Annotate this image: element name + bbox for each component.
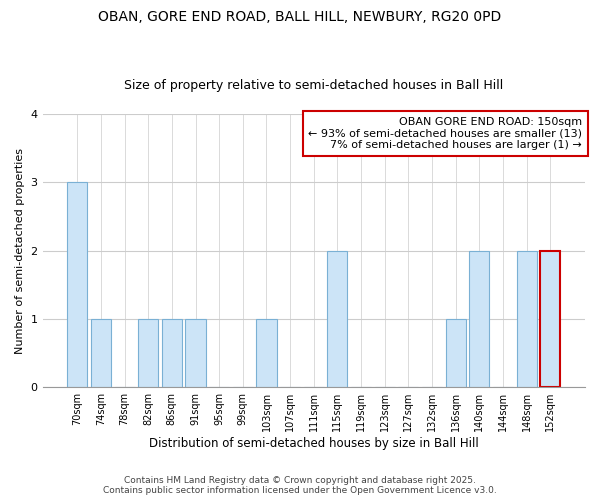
- Bar: [91, 319, 111, 387]
- Bar: [328, 250, 347, 387]
- Y-axis label: Number of semi-detached properties: Number of semi-detached properties: [15, 148, 25, 354]
- Bar: [138, 319, 158, 387]
- Bar: [185, 319, 206, 387]
- Bar: [446, 319, 466, 387]
- Bar: [256, 319, 277, 387]
- Bar: [469, 250, 490, 387]
- Bar: [67, 182, 88, 387]
- X-axis label: Distribution of semi-detached houses by size in Ball Hill: Distribution of semi-detached houses by …: [149, 437, 479, 450]
- Text: OBAN GORE END ROAD: 150sqm
← 93% of semi-detached houses are smaller (13)
7% of : OBAN GORE END ROAD: 150sqm ← 93% of semi…: [308, 117, 582, 150]
- Bar: [517, 250, 536, 387]
- Bar: [540, 250, 560, 387]
- Bar: [162, 319, 182, 387]
- Text: OBAN, GORE END ROAD, BALL HILL, NEWBURY, RG20 0PD: OBAN, GORE END ROAD, BALL HILL, NEWBURY,…: [98, 10, 502, 24]
- Title: Size of property relative to semi-detached houses in Ball Hill: Size of property relative to semi-detach…: [124, 79, 503, 92]
- Text: Contains HM Land Registry data © Crown copyright and database right 2025.
Contai: Contains HM Land Registry data © Crown c…: [103, 476, 497, 495]
